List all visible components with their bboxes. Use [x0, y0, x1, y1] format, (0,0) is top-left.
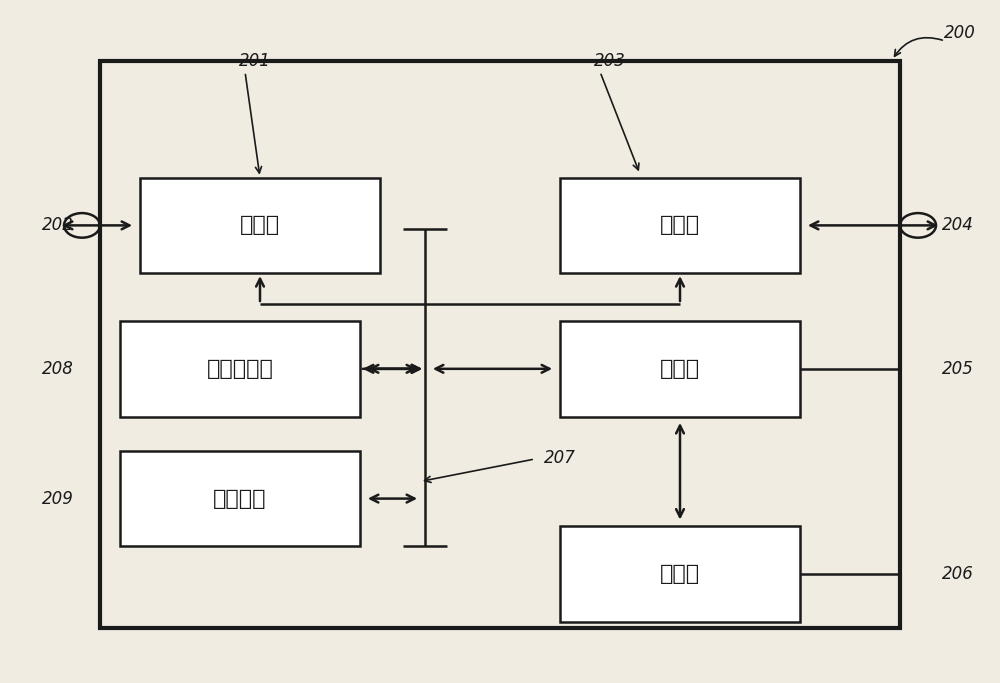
Text: 传送器: 传送器 — [660, 215, 700, 236]
Bar — [100, 61, 900, 628]
Text: 206: 206 — [942, 565, 974, 583]
Text: 204: 204 — [942, 217, 974, 234]
Text: 202: 202 — [42, 217, 74, 234]
Text: 信号发生器: 信号发生器 — [207, 359, 273, 379]
Text: 205: 205 — [942, 360, 974, 378]
Text: 203: 203 — [594, 53, 626, 70]
Text: 201: 201 — [239, 53, 271, 70]
Bar — [560, 526, 800, 622]
Bar — [560, 178, 800, 273]
Bar — [120, 321, 360, 417]
Bar — [120, 451, 360, 546]
Text: 接收器: 接收器 — [240, 215, 280, 236]
Text: 200: 200 — [944, 24, 976, 42]
Text: 存储器: 存储器 — [660, 563, 700, 584]
Text: 处理器: 处理器 — [660, 359, 700, 379]
FancyArrowPatch shape — [895, 38, 942, 56]
Bar — [560, 321, 800, 417]
Text: 208: 208 — [42, 360, 74, 378]
Text: 207: 207 — [544, 449, 576, 466]
Text: 209: 209 — [42, 490, 74, 507]
Text: 估计设备: 估计设备 — [213, 488, 267, 509]
Bar — [140, 178, 380, 273]
